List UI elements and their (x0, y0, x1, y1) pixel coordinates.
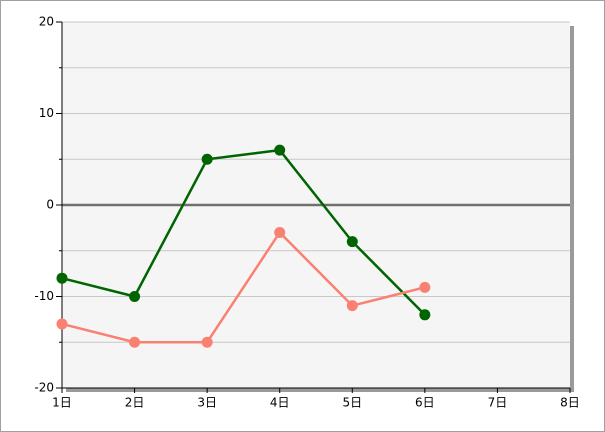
x-tick-label: 3日 (197, 396, 217, 410)
y-tick-label: 20 (39, 15, 54, 29)
y-tick-label: -20 (34, 381, 54, 395)
x-tick-label: 7日 (488, 396, 508, 410)
x-tick-label: 6日 (415, 396, 435, 410)
x-tick-label: 4日 (270, 396, 290, 410)
series-point (129, 336, 141, 348)
x-tick-label: 1日 (52, 396, 72, 410)
series-point (201, 153, 213, 165)
x-tick-label: 5日 (342, 396, 362, 410)
series-point (129, 291, 141, 302)
y-tick-label: 10 (39, 106, 54, 120)
y-tick-label: 0 (46, 198, 54, 212)
series-point (56, 318, 68, 330)
x-tick-label: 8日 (560, 396, 580, 410)
series-line (61, 230, 426, 344)
series-line (61, 148, 426, 316)
series-point (274, 144, 286, 156)
series-point (419, 309, 431, 321)
series-point (419, 281, 431, 293)
y-tick-label: -10 (34, 289, 54, 303)
x-tick-label: 2日 (125, 396, 145, 410)
series-point (274, 226, 286, 238)
series-point (346, 300, 358, 312)
series-point (56, 272, 68, 284)
series-point (346, 236, 358, 248)
series-point (201, 336, 213, 348)
